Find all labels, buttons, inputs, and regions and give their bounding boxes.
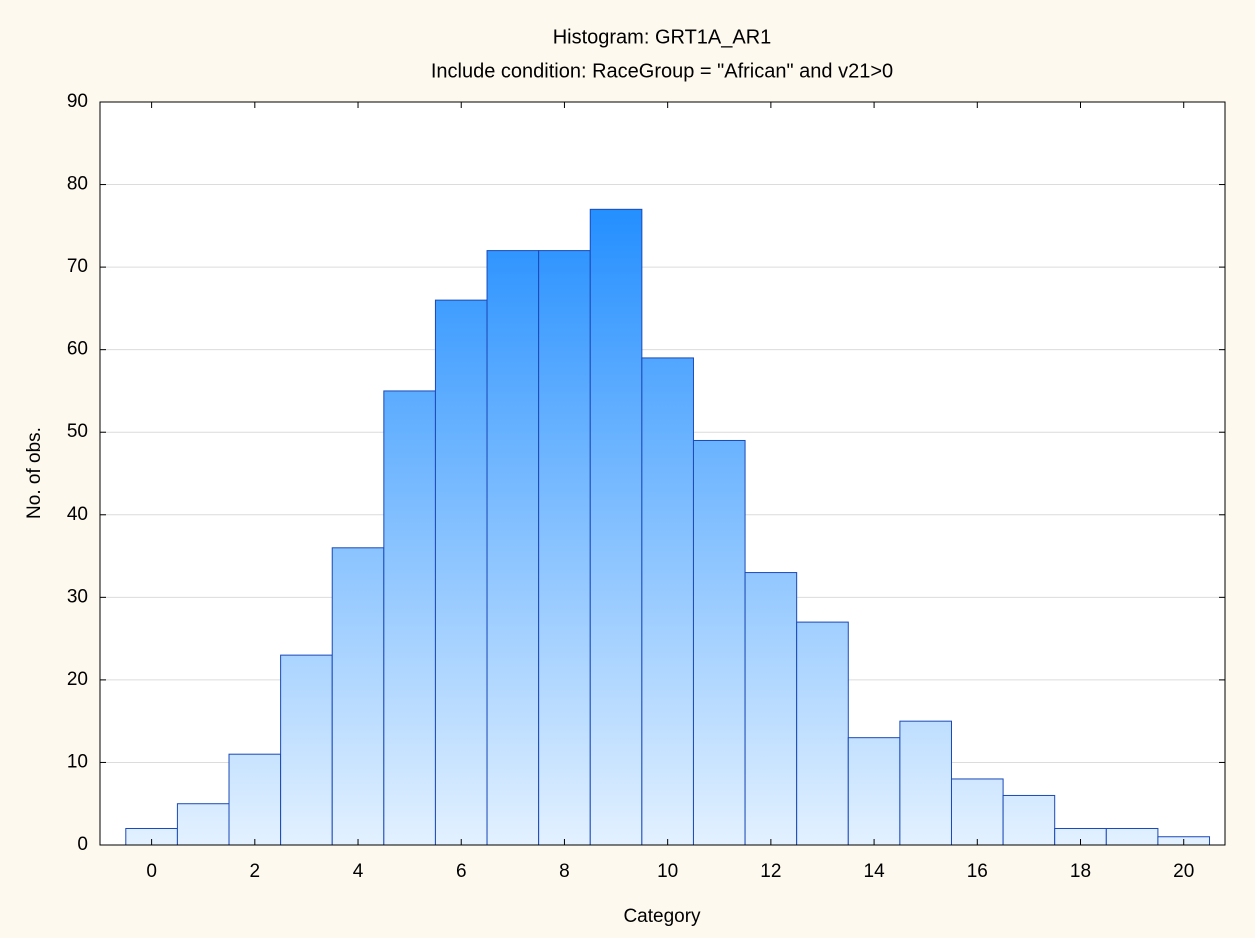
y-tick-label: 40 [67, 504, 88, 525]
y-tick-label: 80 [67, 174, 88, 195]
y-tick-label: 90 [67, 91, 88, 112]
bar [1002, 794, 1056, 846]
y-axis-label: No. of obs. [24, 427, 45, 519]
bar [796, 621, 849, 846]
bar [538, 250, 591, 846]
bar [950, 778, 1004, 846]
x-tick-label: 4 [353, 861, 364, 882]
bars [125, 208, 1211, 846]
bar [228, 753, 282, 846]
bar [1105, 827, 1159, 846]
x-tick-label: 12 [760, 861, 781, 882]
x-axis-label: Category [623, 906, 701, 927]
x-tick-label: 6 [456, 861, 467, 882]
chart-subtitle: Include condition: RaceGroup = "African"… [431, 60, 893, 82]
x-tick-label: 14 [864, 861, 886, 882]
bar [847, 737, 901, 846]
y-tick-label: 30 [67, 586, 88, 607]
bar [280, 654, 333, 846]
y-tick-label: 60 [67, 339, 88, 360]
x-tick-label: 10 [657, 861, 678, 882]
y-tick-label: 50 [67, 421, 88, 442]
x-tick-label: 18 [1070, 861, 1091, 882]
plot-frame [99, 101, 1226, 846]
bar [692, 439, 746, 846]
y-tick-label: 20 [67, 669, 88, 690]
bar [486, 250, 540, 846]
y-tick-label: 10 [67, 751, 88, 772]
chart-title: Histogram: GRT1A_AR1 [553, 26, 772, 48]
bar [176, 803, 230, 846]
x-tick-label: 20 [1173, 861, 1194, 882]
bar [641, 357, 694, 846]
bar [589, 208, 643, 846]
bar [331, 547, 385, 846]
axes: 0 10 20 30 40 50 60 70 80 90 0 2 4 6 8 10 12 14 16 18 20 [67, 91, 1226, 882]
x-tick-label: 0 [146, 861, 157, 882]
bar [899, 720, 952, 846]
x-tick-label: 8 [559, 861, 570, 882]
bar [434, 299, 488, 846]
x-tick-label: 2 [250, 861, 261, 882]
y-tick-label: 70 [67, 256, 88, 277]
bar [744, 572, 798, 846]
y-tick-label: 0 [77, 834, 88, 855]
x-tick-label: 16 [967, 861, 988, 882]
bar [383, 390, 436, 846]
